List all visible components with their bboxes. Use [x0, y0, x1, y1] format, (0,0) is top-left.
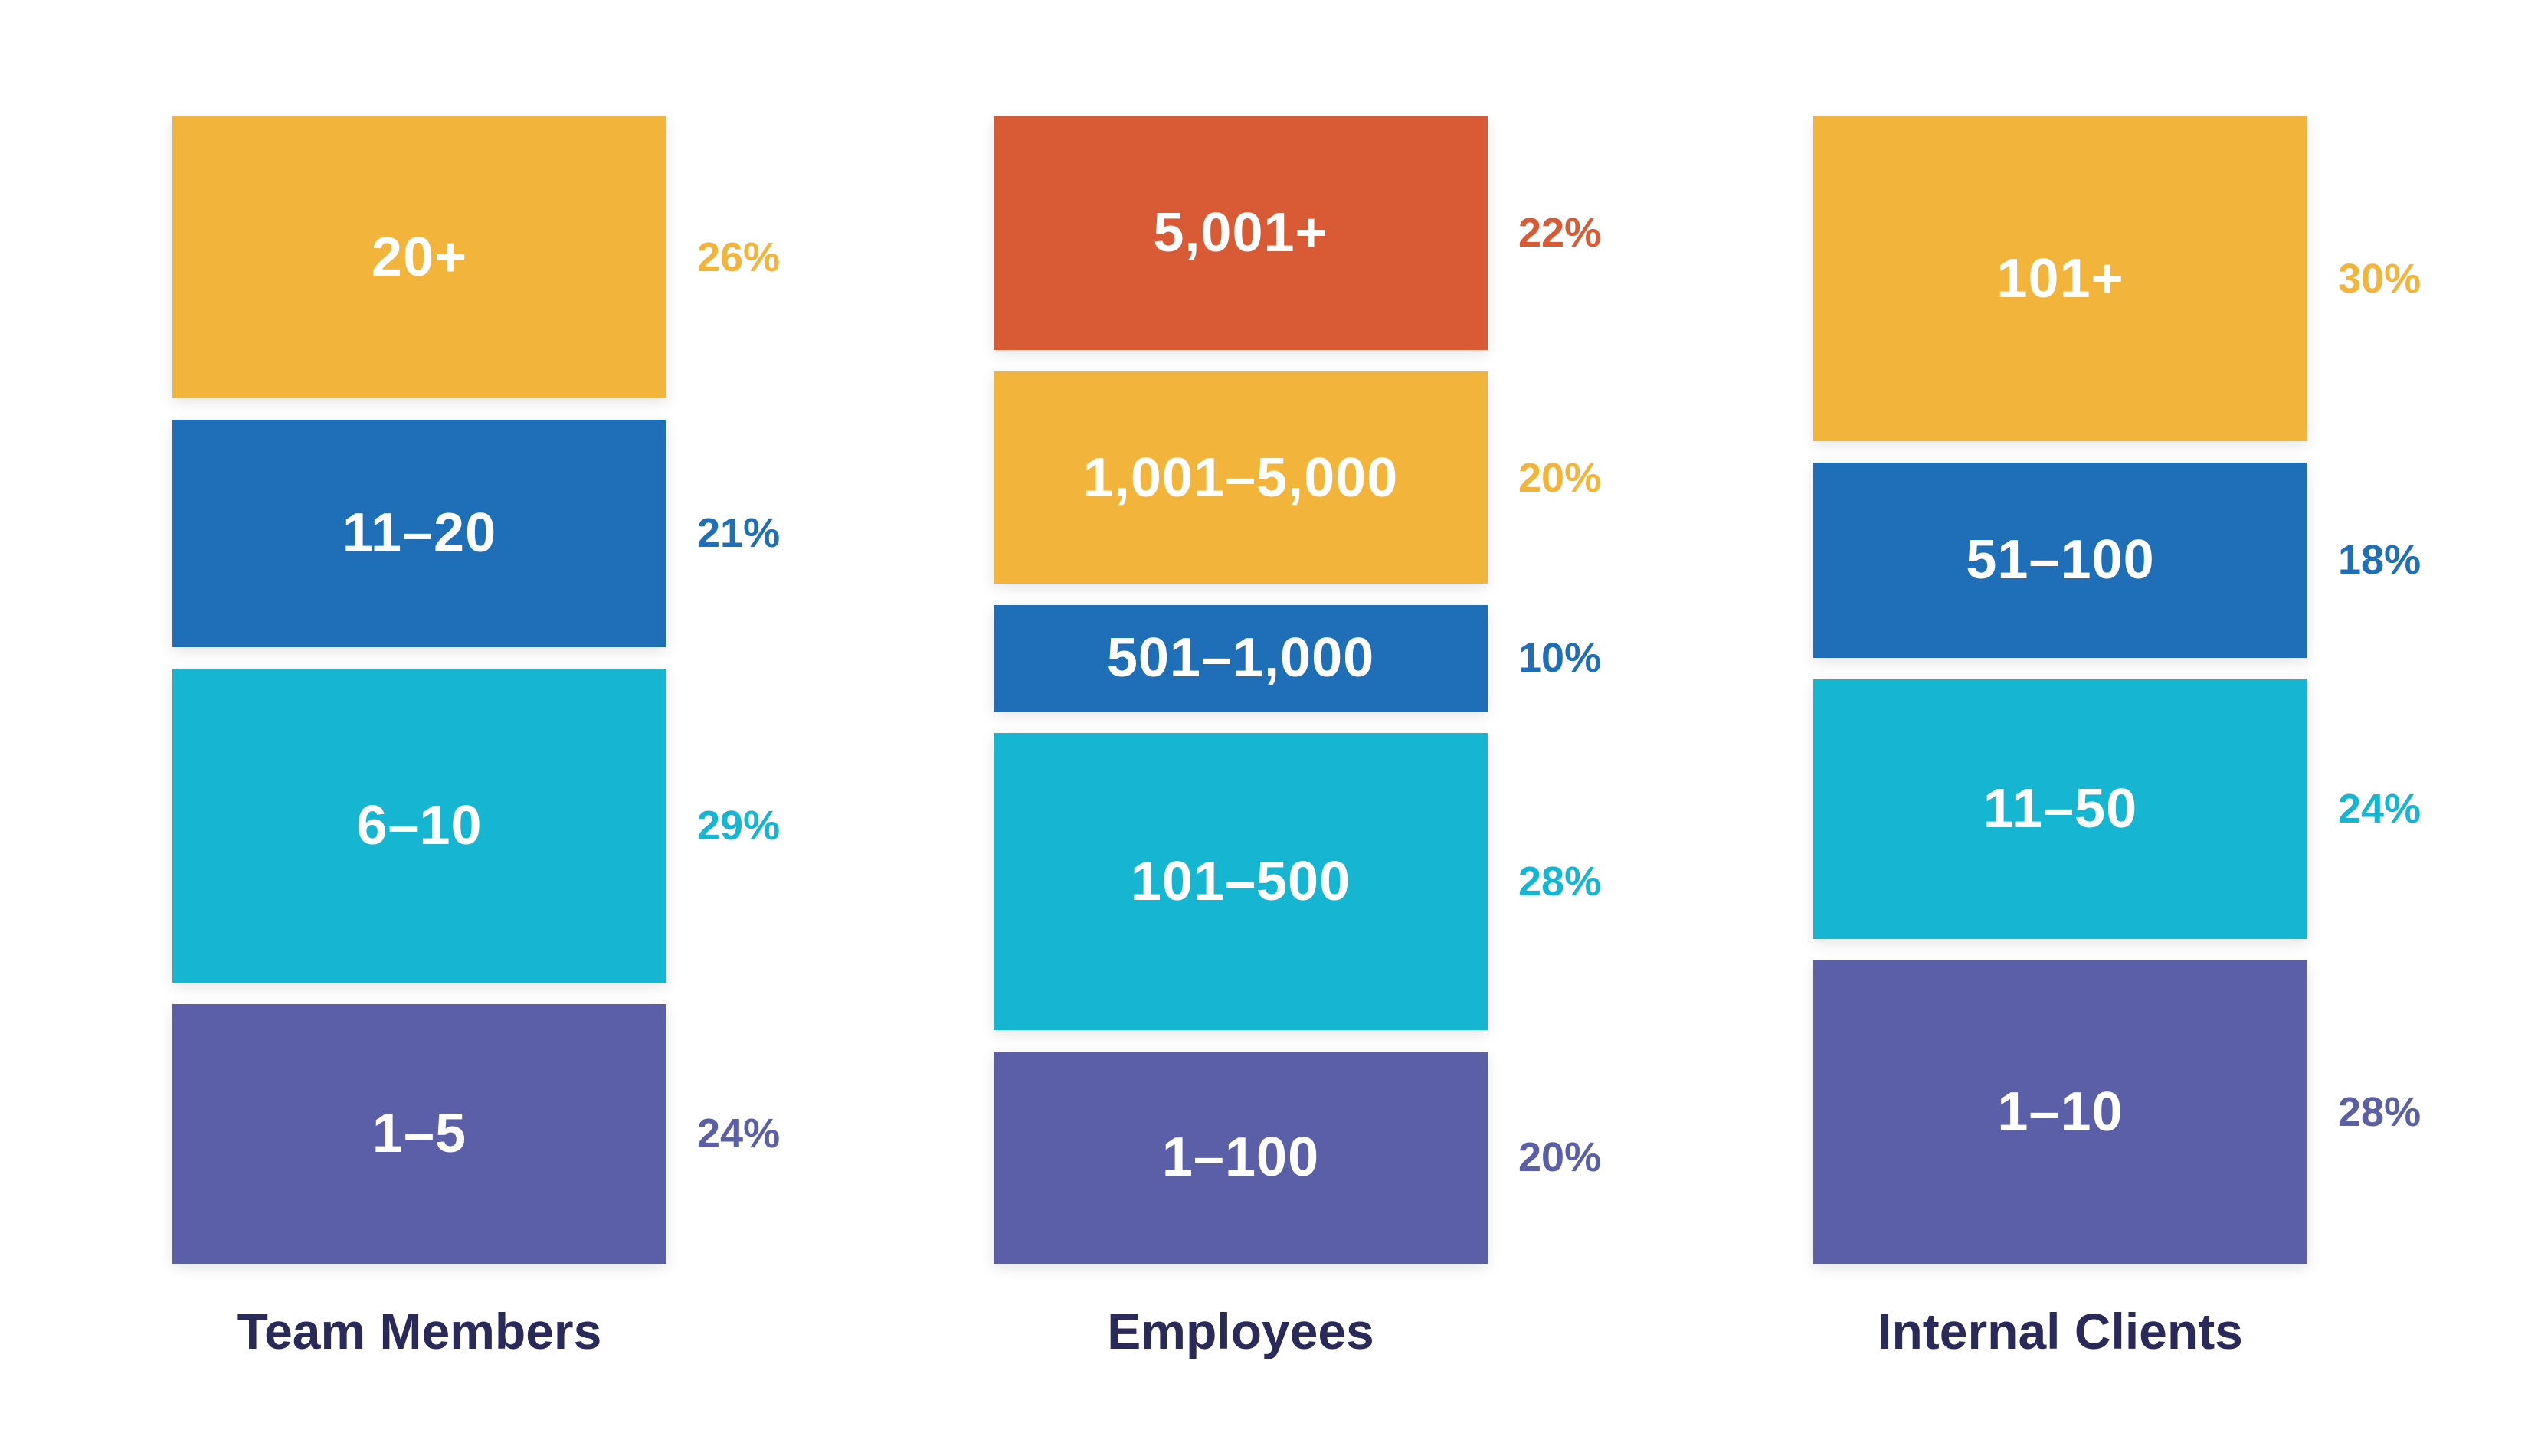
percentage-label: 18% — [2338, 537, 2422, 584]
percentage-label: 26% — [697, 234, 781, 280]
segment-label: 1–100 — [1161, 1127, 1320, 1189]
segment-label: 1–5 — [372, 1103, 467, 1165]
percentage-label: 10% — [1518, 635, 1602, 682]
bar-segment-col2-5: 1–100 — [994, 1051, 1488, 1264]
column-title: Employees — [1107, 1303, 1374, 1359]
percentage-label: 20% — [1518, 454, 1602, 501]
bar-segment-col3-4: 1–10 — [1813, 960, 2307, 1264]
percentage-label: 21% — [697, 510, 781, 557]
percentage-label: 22% — [1518, 210, 1602, 257]
segment-label: 5,001+ — [1153, 202, 1328, 264]
bar-segment-col3-1: 101+ — [1813, 116, 2307, 442]
column-title: Internal Clients — [1878, 1303, 2243, 1359]
segment-label: 1,001–5,000 — [1082, 447, 1399, 509]
bar-segment-col1-4: 1–5 — [172, 1003, 666, 1264]
bar-segment-col2-1: 5,001+ — [994, 116, 1488, 350]
segment-label: 11–20 — [342, 502, 497, 564]
bar-segment-col3-3: 11–50 — [1813, 679, 2307, 940]
bar-segment-col3-2: 51–100 — [1813, 463, 2307, 658]
segment-label: 101–500 — [1130, 850, 1351, 912]
percentage-label: 24% — [697, 1111, 781, 1157]
column-title: Team Members — [237, 1303, 602, 1359]
percentage-label: 28% — [1518, 858, 1602, 905]
bar-segment-col2-4: 101–500 — [994, 732, 1488, 1030]
bar-segment-col1-3: 6–10 — [172, 668, 666, 983]
segment-label: 20+ — [371, 226, 468, 288]
percentage-label: 20% — [1518, 1134, 1602, 1181]
bar-segment-col2-2: 1,001–5,000 — [994, 371, 1488, 584]
segment-label: 51–100 — [1966, 529, 2155, 591]
segment-label: 501–1,000 — [1106, 627, 1375, 689]
percentage-label: 24% — [2338, 786, 2422, 833]
segment-label: 1–10 — [1997, 1081, 2124, 1144]
percentage-label: 29% — [697, 802, 781, 849]
bar-segment-col2-3: 501–1,000 — [994, 605, 1488, 712]
segment-label: 101+ — [1996, 248, 2124, 310]
bar-segment-col1-1: 20+ — [172, 116, 666, 398]
segment-label: 6–10 — [356, 794, 483, 856]
percentage-label: 30% — [2338, 256, 2422, 303]
percentage-label: 28% — [2338, 1089, 2422, 1136]
segment-label: 11–50 — [1983, 778, 2138, 840]
bar-segment-col1-2: 11–20 — [172, 419, 666, 647]
